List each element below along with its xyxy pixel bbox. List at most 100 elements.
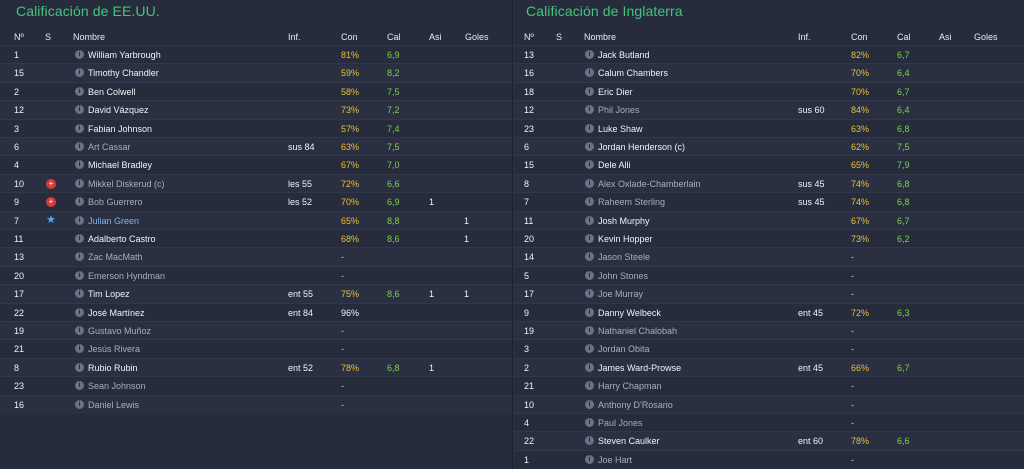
player-row[interactable]: 1 i Joe Hart - (514, 449, 1024, 469)
player-name[interactable]: Josh Murphy (598, 215, 650, 226)
info-icon[interactable]: i (585, 270, 594, 280)
player-name[interactable]: Daniel Lewis (88, 399, 140, 410)
player-name[interactable]: Jordan Henderson (c) (598, 142, 686, 152)
info-icon[interactable]: i (585, 105, 594, 115)
info-icon[interactable]: i (585, 197, 594, 207)
info-icon[interactable]: i (75, 344, 84, 354)
player-name[interactable]: Sean Johnson (88, 381, 146, 392)
player-name[interactable]: Nathaniel Chalobah (598, 326, 678, 336)
player-row[interactable]: 6 i Art Cassar sus 84 63% 7,5 (0, 137, 512, 156)
player-row[interactable]: 21 i Jesús Rivera - (0, 339, 512, 358)
player-name[interactable]: Jordan Obita (598, 344, 650, 355)
player-name[interactable]: Julian Green (88, 215, 140, 226)
info-icon[interactable]: i (585, 362, 594, 372)
info-icon[interactable]: i (75, 399, 84, 409)
info-icon[interactable]: i (75, 326, 84, 335)
player-row[interactable]: 10 i Anthony D'Rosario - (514, 394, 1024, 414)
player-name[interactable]: Joe Murray (598, 289, 644, 300)
player-row[interactable]: 2 i James Ward-Prowse ent 45 66% 6,7 (514, 357, 1024, 377)
player-name[interactable]: Zac MacMath (88, 252, 143, 263)
player-row[interactable]: 13 i Jack Butland 82% 6,7 (514, 45, 1024, 64)
info-icon[interactable]: i (75, 142, 84, 151)
col-status[interactable]: S (45, 32, 52, 42)
info-icon[interactable]: i (585, 178, 594, 188)
player-row[interactable]: 21 i Harry Chapman - (514, 376, 1024, 395)
player-row[interactable]: 14 i Jason Steele - (514, 247, 1024, 267)
info-icon[interactable]: i (75, 86, 84, 96)
player-name[interactable]: Tim Lopez (88, 289, 130, 300)
player-row[interactable]: 19 i Gustavo Muñoz - (0, 321, 512, 340)
info-icon[interactable]: i (75, 123, 84, 133)
player-row[interactable]: 23 i Sean Johnson - (0, 376, 512, 395)
info-icon[interactable]: i (75, 215, 84, 225)
info-icon[interactable]: i (585, 326, 594, 335)
player-name[interactable]: Dele Alli (598, 160, 631, 171)
player-name[interactable]: Danny Welbeck (598, 307, 661, 318)
info-icon[interactable]: i (585, 399, 594, 409)
player-name[interactable]: Eric Dier (598, 86, 633, 97)
player-name[interactable]: Gustavo Muñoz (88, 326, 152, 336)
player-name[interactable]: Paul Jones (598, 418, 643, 428)
player-row[interactable]: 20 i Emerson Hyndman - (0, 265, 512, 285)
info-icon[interactable]: i (585, 454, 594, 464)
player-row[interactable]: 22 i José Martínez ent 84 96% (0, 302, 512, 322)
player-name[interactable]: Bob Guerrero (88, 197, 143, 208)
player-name[interactable]: Jesús Rivera (88, 344, 141, 355)
col-rating[interactable]: Cal (897, 32, 911, 42)
player-row[interactable]: 3 i Fabian Johnson 57% 7,4 (0, 118, 512, 138)
info-icon[interactable]: i (75, 234, 84, 243)
player-row[interactable]: 3 i Jordan Obita - (514, 339, 1024, 358)
info-icon[interactable]: i (75, 160, 84, 170)
info-icon[interactable]: i (585, 215, 594, 225)
info-icon[interactable]: i (75, 381, 84, 391)
player-name[interactable]: Luke Shaw (598, 123, 643, 134)
player-row[interactable]: 8 i Alex Oxlade-Chamberlain sus 45 74% 6,8 (514, 173, 1024, 193)
player-row[interactable]: 7 i Raheem Sterling sus 45 74% 6,8 (514, 192, 1024, 211)
player-name[interactable]: Emerson Hyndman (88, 270, 166, 281)
player-name[interactable]: Raheem Sterling (598, 197, 666, 208)
player-row[interactable]: 7 ★ i Julian Green 65% 8,8 1 (0, 210, 512, 230)
player-row[interactable]: 20 i Kevin Hopper 73% 6,2 (514, 229, 1024, 248)
info-icon[interactable]: i (585, 381, 594, 391)
info-icon[interactable]: i (75, 178, 84, 188)
player-name[interactable]: Jason Steele (598, 252, 651, 263)
player-row[interactable]: 5 i John Stones - (514, 265, 1024, 285)
info-icon[interactable]: i (585, 234, 594, 243)
player-row[interactable]: 17 i Joe Murray - (514, 284, 1024, 304)
info-icon[interactable]: i (75, 270, 84, 280)
player-row[interactable]: 16 i Daniel Lewis - (0, 394, 512, 414)
col-info[interactable]: Inf. (798, 32, 811, 42)
player-name[interactable]: Steven Caulker (598, 436, 660, 447)
col-goals[interactable]: Goles (465, 32, 489, 42)
info-icon[interactable]: i (75, 105, 84, 115)
player-row[interactable]: 12 i David Vázquez 73% 7,2 (0, 100, 512, 120)
info-icon[interactable]: i (585, 436, 594, 446)
player-name[interactable]: Anthony D'Rosario (598, 399, 673, 410)
info-icon[interactable]: i (585, 418, 594, 427)
col-rating[interactable]: Cal (387, 32, 401, 42)
player-row[interactable]: 18 i Eric Dier 70% 6,7 (514, 81, 1024, 101)
info-icon[interactable]: i (585, 289, 594, 299)
player-row[interactable]: 23 i Luke Shaw 63% 6,8 (514, 118, 1024, 138)
player-name[interactable]: Joe Hart (598, 454, 633, 465)
player-row[interactable]: 9 + i Bob Guerrero les 52 70% 6,9 1 (0, 192, 512, 211)
player-row[interactable]: 17 i Tim Lopez ent 55 75% 8,6 1 1 (0, 284, 512, 304)
col-condition[interactable]: Con (341, 32, 358, 42)
player-name[interactable]: Kevin Hopper (598, 234, 653, 244)
player-row[interactable]: 19 i Nathaniel Chalobah - (514, 321, 1024, 340)
col-status[interactable]: S (556, 32, 563, 42)
col-name[interactable]: Nombre (584, 32, 617, 42)
player-name[interactable]: Alex Oxlade-Chamberlain (598, 178, 701, 189)
player-name[interactable]: Harry Chapman (598, 381, 662, 392)
player-name[interactable]: Adalberto Castro (88, 234, 156, 244)
player-name[interactable]: Jack Butland (598, 50, 650, 60)
player-name[interactable]: David Vázquez (88, 105, 149, 116)
player-row[interactable]: 6 i Jordan Henderson (c) 62% 7,5 (514, 137, 1024, 156)
player-row[interactable]: 4 i Paul Jones - (514, 413, 1024, 432)
info-icon[interactable]: i (585, 86, 594, 96)
player-name[interactable]: Fabian Johnson (88, 123, 153, 134)
info-icon[interactable]: i (585, 160, 594, 170)
player-row[interactable]: 2 i Ben Colwell 58% 7,5 (0, 81, 512, 101)
info-icon[interactable]: i (585, 142, 594, 151)
col-info[interactable]: Inf. (288, 32, 301, 42)
